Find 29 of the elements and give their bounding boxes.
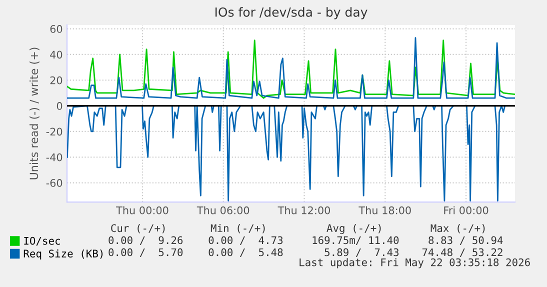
text: Max (-/+) (430, 224, 485, 234)
x-tick-label: Thu 00:00 (116, 206, 168, 214)
x-tick-label: Thu 06:00 (196, 206, 250, 214)
text: 0.00 / 9.26 (108, 236, 183, 245)
chart-title: IOs for /dev/sda - by day (215, 7, 368, 20)
y-tick-label: 0 (56, 102, 62, 110)
text: Min (-/+) (210, 224, 265, 234)
y-axis-title: Units read (-) / write (+) (30, 48, 40, 180)
text: 0.00 / 4.73 (208, 236, 283, 245)
y-tick-label: -60 (46, 179, 62, 187)
text: 169.75m/ 11.40 (312, 236, 399, 245)
text: 0.00 / 5.70 (108, 248, 183, 258)
text: 74.48 / 53.22 (422, 248, 502, 258)
legend-label: IO/sec (24, 236, 60, 246)
y-tick-label: -20 (46, 128, 62, 136)
x-tick-label: Thu 12:00 (278, 206, 330, 214)
text: 8.83 / 50.94 (428, 236, 503, 245)
x-tick-label: Fri 00:00 (444, 206, 488, 214)
x-tick-label: Thu 18:00 (358, 206, 411, 214)
text: 0.00 / 5.48 (208, 248, 283, 258)
text: Avg (-/+) (326, 224, 381, 234)
y-tick-label: 20 (50, 76, 62, 84)
text: Cur (-/+) (111, 224, 165, 234)
legend-label: Req Size (KB) (24, 249, 103, 260)
text: 5.89 / 7.43 (324, 248, 399, 258)
y-tick-label: -40 (46, 153, 62, 162)
y-tick-label: 60 (50, 25, 62, 33)
text: Last update: Fri May 22 03:35:18 2026 (300, 258, 530, 268)
y-tick-label: 40 (50, 50, 62, 59)
